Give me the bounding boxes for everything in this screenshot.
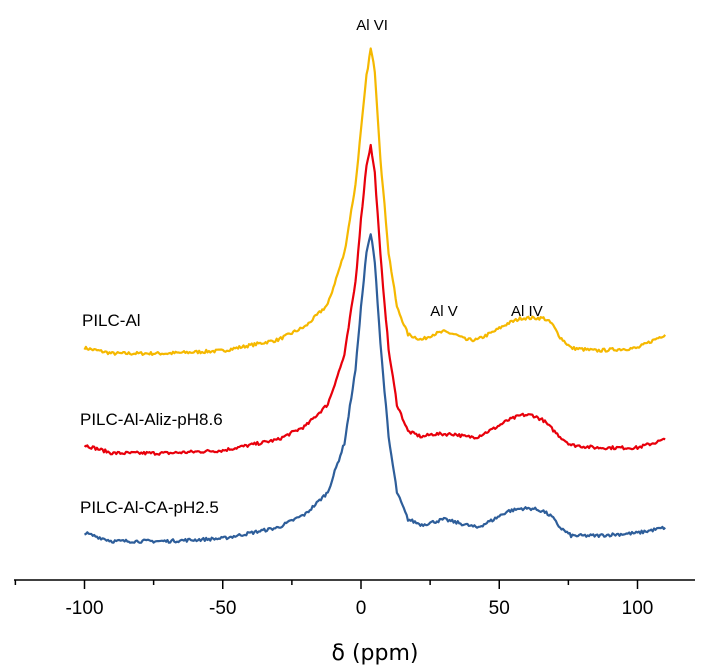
x-tick-label: 50 (489, 598, 510, 619)
series-line-1 (83, 47, 667, 356)
series-line-3 (84, 233, 666, 544)
x-tick-label: 100 (622, 598, 654, 619)
series-label-1: PILC-Al (82, 311, 141, 330)
x-axis-ticks: -100 -50 0 50 100 (14, 580, 654, 619)
x-tick-label: -50 (209, 598, 236, 619)
x-tick-label: -100 (65, 598, 103, 619)
series-layer (83, 47, 667, 544)
labels-layer: PILC-Al PILC-Al-Aliz-pH8.6 PILC-Al-CA-pH2.… (80, 17, 543, 517)
x-tick-label: 0 (356, 598, 367, 619)
peak-annotation-1: Al VI (356, 17, 388, 34)
x-axis-title: δ (ppm) (332, 641, 419, 666)
peak-annotation-2: Al V (430, 303, 458, 320)
series-label-2: PILC-Al-Aliz-pH8.6 (80, 410, 223, 429)
peak-annotation-3: Al IV (511, 303, 543, 320)
series-label-3: PILC-Al-CA-pH2.5 (80, 498, 219, 517)
series-line-2 (83, 143, 666, 456)
